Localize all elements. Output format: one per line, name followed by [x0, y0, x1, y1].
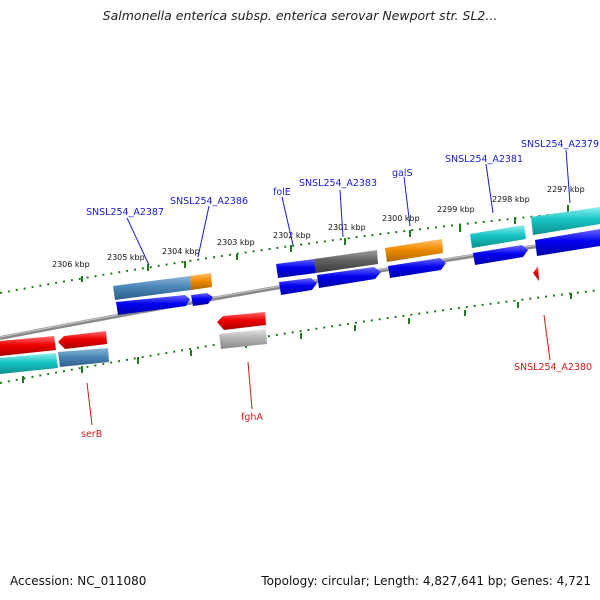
tick-label-2298: 2298 kbp [492, 195, 530, 204]
forward-label-leaders [126, 149, 571, 266]
gene-box [219, 329, 267, 349]
tick-label-2301: 2301 kbp [328, 223, 366, 232]
gene-label-folE: folE [273, 187, 291, 198]
tick-label-2302: 2302 kbp [273, 231, 311, 240]
gene-arrow [535, 229, 600, 256]
gene-arrow [388, 258, 446, 278]
tick-label-2306: 2306 kbp [52, 260, 90, 269]
gene-arrow [0, 336, 56, 356]
forward-gene-labels: SNSL254_A2379 SNSL254_A2381 galS SNSL254… [86, 139, 599, 218]
tick-label-2297: 2297 kbp [547, 185, 585, 194]
gene-label-fghA: fghA [241, 412, 263, 423]
gene-box [385, 239, 443, 262]
gene-arrow [217, 312, 266, 330]
tick-label-2303: 2303 kbp [217, 238, 255, 247]
outer-major-ticks [81, 205, 569, 282]
gene-label-serB: serB [81, 429, 102, 440]
tick-label-2299: 2299 kbp [437, 205, 475, 214]
gene-box [470, 225, 526, 248]
gene-label-SNSL254_A2380: SNSL254_A2380 [514, 362, 592, 373]
gene-arrow [533, 266, 539, 281]
reverse-gene-labels: SNSL254_A2380 fghA serB [81, 362, 592, 440]
reverse-label-leaders [86, 314, 551, 426]
tick-label-2300: 2300 kbp [382, 214, 420, 223]
map-title: Salmonella enterica subsp. enterica sero… [102, 8, 498, 23]
gene-arrow [317, 267, 381, 288]
forward-genes-cds [116, 229, 600, 315]
gene-arrow [191, 293, 213, 306]
gene-arrow [473, 245, 528, 265]
gene-box [531, 207, 600, 235]
forward-genes-category [113, 207, 600, 300]
accession-text: Accession: NC_011080 [10, 574, 147, 588]
gene-label-SNSL254_A2386: SNSL254_A2386 [170, 196, 248, 207]
gene-label-SNSL254_A2387: SNSL254_A2387 [86, 207, 164, 218]
topology-text: Topology: circular; Length: 4,827,641 bp… [261, 574, 591, 588]
gene-box [190, 273, 212, 290]
gene-box [0, 353, 58, 374]
reverse-genes-cds [0, 266, 539, 356]
gene-label-SNSL254_A2379: SNSL254_A2379 [521, 139, 599, 150]
gene-label-SNSL254_A2383: SNSL254_A2383 [299, 178, 377, 189]
scale-tick-labels: 2297 kbp 2298 kbp 2299 kbp 2300 kbp 2301… [52, 185, 585, 269]
gene-label-SNSL254_A2381: SNSL254_A2381 [445, 154, 523, 165]
gene-box [58, 348, 109, 367]
inner-tick-ring [0, 289, 600, 384]
gene-box [314, 250, 378, 273]
gene-box [113, 276, 191, 300]
tick-label-2304: 2304 kbp [162, 247, 200, 256]
gene-arrow [279, 278, 317, 295]
tick-label-2305: 2305 kbp [107, 253, 145, 262]
gene-label-galS: galS [392, 168, 413, 179]
reverse-genes-category [0, 329, 267, 374]
gene-arrow [116, 295, 190, 315]
gene-box [276, 259, 316, 278]
gene-arrow [58, 331, 107, 349]
